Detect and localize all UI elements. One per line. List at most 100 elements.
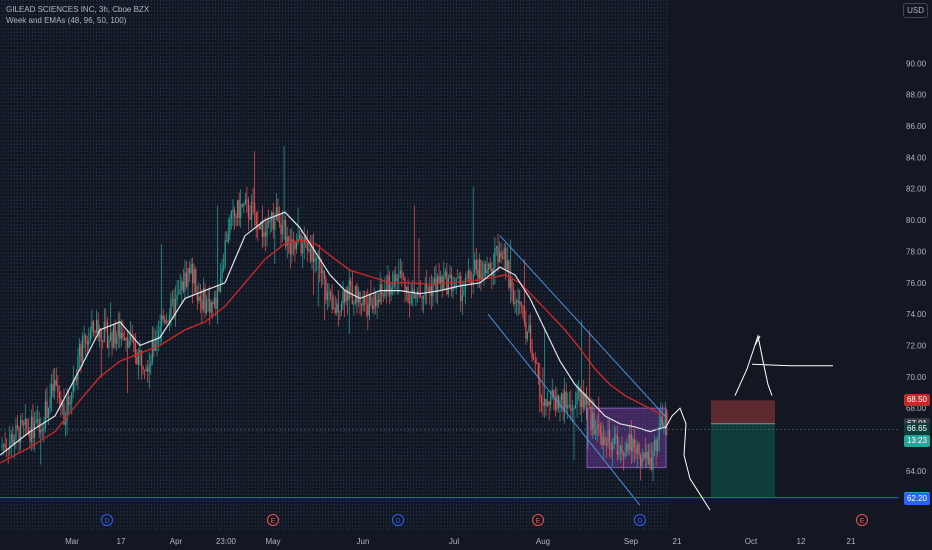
candle-body [423, 295, 425, 299]
candle-body [145, 368, 147, 371]
candle-body [278, 221, 281, 224]
candle-body [26, 418, 28, 429]
candle-body [97, 319, 99, 338]
earnings-marker[interactable]: E [856, 514, 868, 526]
candle-body [94, 330, 96, 334]
candle-body [483, 263, 485, 276]
dividend-marker[interactable]: D [634, 514, 646, 526]
candle-body [393, 274, 395, 287]
candle-body [88, 340, 90, 345]
candle-body [198, 296, 200, 301]
price-axis[interactable] [898, 0, 932, 550]
candle-body [311, 245, 313, 262]
candle-body [300, 234, 302, 254]
candle-body [376, 300, 378, 307]
candle-body [421, 297, 423, 299]
candle-body [233, 209, 236, 217]
candle-body [206, 300, 208, 313]
candle-body [156, 338, 158, 345]
candle-body [12, 434, 14, 444]
x-tick-label: 17 [117, 537, 126, 546]
candle-body [147, 368, 149, 372]
candle-body [232, 209, 234, 212]
candle-body [328, 291, 330, 293]
candle-body [44, 400, 46, 429]
price-tag: 62.20 [903, 493, 930, 506]
candle-body [123, 337, 126, 341]
candle-body [35, 419, 37, 424]
candle-body [334, 308, 336, 314]
candle-body [150, 362, 152, 366]
candle-body [271, 212, 273, 221]
candle-body [37, 419, 39, 420]
candle-body [167, 320, 169, 322]
candle-body [209, 299, 211, 313]
candle-body [159, 326, 161, 332]
candle-body [627, 443, 629, 450]
candle-body [506, 260, 508, 269]
candle-body [534, 359, 536, 364]
candle-body [227, 233, 229, 242]
ema-fast-line[interactable] [0, 211, 666, 456]
candle-body [567, 404, 569, 409]
candle-body [547, 401, 549, 407]
ema-slow-line[interactable] [0, 239, 666, 464]
candle-body [621, 445, 623, 454]
hand-drawn-a-cap[interactable] [754, 335, 761, 346]
candle-body [457, 277, 459, 279]
candle-body [426, 283, 428, 290]
candle-body [404, 278, 406, 292]
hand-drawn-a-bar[interactable] [751, 363, 833, 367]
candle-body [440, 276, 442, 284]
candle-body [571, 409, 573, 411]
candle-body [461, 295, 463, 302]
currency-button[interactable]: USD [903, 3, 928, 18]
candle-body [226, 240, 228, 242]
candle-body [494, 248, 496, 269]
candle-body [573, 408, 575, 410]
dividend-marker[interactable]: D [101, 514, 113, 526]
candle-body [545, 398, 547, 407]
stop-loss-zone[interactable] [711, 400, 775, 424]
candle-body [268, 221, 270, 223]
candle-body [605, 443, 608, 446]
candle-body [106, 322, 108, 348]
candle-body [663, 422, 665, 426]
earnings-marker[interactable]: E [532, 514, 544, 526]
time-axis[interactable] [0, 530, 932, 550]
candle-body [373, 293, 375, 309]
profit-target-zone[interactable] [711, 423, 775, 498]
dividend-marker[interactable]: D [392, 514, 404, 526]
candle-body [125, 337, 127, 341]
candle-body [109, 332, 112, 341]
candle-body [514, 302, 516, 304]
candle-body [15, 425, 17, 440]
candle-body [66, 396, 68, 422]
candle-body [113, 324, 115, 348]
candle-body [238, 199, 240, 218]
candle-body [635, 447, 637, 454]
candle-body [40, 429, 42, 433]
candle-body [536, 363, 538, 364]
candle-body [419, 294, 422, 298]
candle-body [312, 245, 315, 262]
candle-body [254, 202, 256, 212]
indicator-label[interactable]: Week and EMAs (48, 96, 50, 100) [6, 16, 127, 25]
candle-body [398, 274, 400, 279]
candle-body [361, 303, 363, 306]
earnings-marker[interactable]: E [267, 514, 279, 526]
x-tick-label: Jun [357, 537, 370, 546]
candle-body [128, 341, 130, 348]
price-tag: 68.50 [903, 394, 930, 407]
candle-body [148, 365, 150, 372]
candle-body [362, 296, 364, 306]
candle-body [607, 429, 609, 446]
candle-body [57, 385, 59, 393]
candle-body [661, 416, 663, 426]
channel-upper-line[interactable] [499, 235, 666, 417]
projection-curve[interactable] [664, 407, 711, 511]
channel-lower-line[interactable] [487, 313, 641, 506]
candle-body [503, 247, 505, 259]
hand-drawn-a[interactable] [734, 334, 773, 396]
